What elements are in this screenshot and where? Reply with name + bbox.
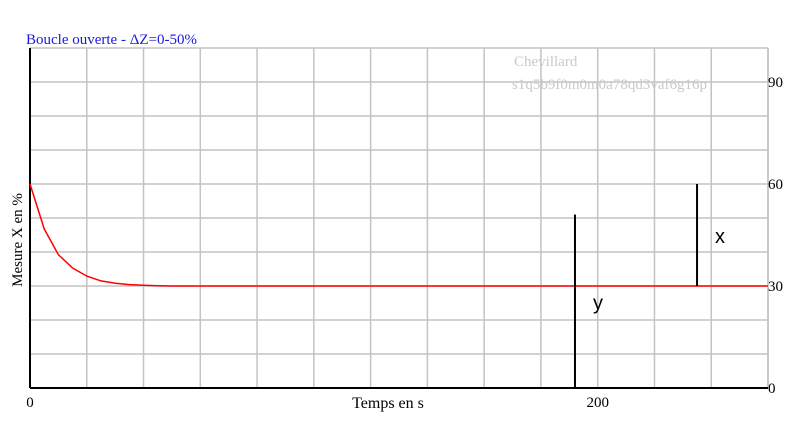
series-line-0 [29,183,768,287]
x-tick-label: 200 [586,395,609,411]
y-tick-label: 90 [768,75,783,91]
x-axis-label: Temps en s [352,395,424,412]
marker-label-x: x [715,226,725,248]
y-tick-label: 30 [768,279,783,295]
y-tick-label: 0 [768,381,776,397]
marker-label-y: y [593,292,603,314]
series [29,183,768,287]
grid [29,47,769,389]
ticks: 0 30 60 90 0 200 [26,75,783,411]
watermark-line-2: s1q5b9f0m0m0a78qd3vaf6g16p [512,77,707,93]
markers: yx [573,184,725,388]
y-axis-label: Mesure X en % [10,193,26,287]
axes [29,48,768,389]
chart-title: Boucle ouverte - ΔZ=0-50% [26,32,197,48]
watermark-line-1: Chevillard [514,54,578,70]
y-tick-label: 60 [768,177,783,193]
x-tick-label: 0 [26,395,34,411]
